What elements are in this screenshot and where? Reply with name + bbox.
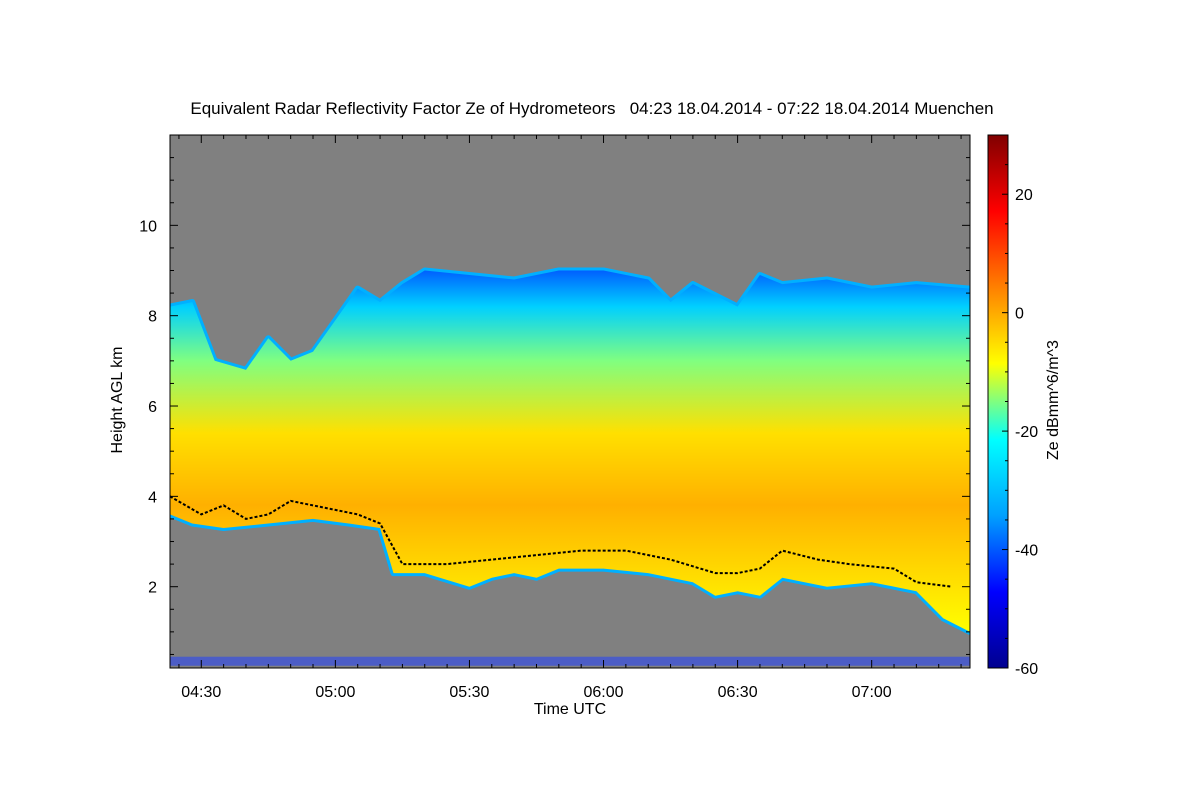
colorbar-tick-label: -20 <box>1015 424 1038 441</box>
melting-layer-line <box>170 495 953 588</box>
y-axis-label: Height AGL km <box>109 346 126 453</box>
x-axis: 04:30 05:00 05:30 06:00 06:30 07:00 <box>178 135 962 701</box>
x-tick-label: 06:30 <box>718 684 758 701</box>
y-tick-label: 10 <box>139 218 157 235</box>
colorbar: 20 0 -20 -40 -60 Ze dBmm^6/m^3 <box>987 134 1062 678</box>
x-tick-label: 06:00 <box>583 684 623 701</box>
melting-layer-marks <box>170 495 953 588</box>
y-axis: 2 4 6 8 10 <box>139 157 970 655</box>
x-tick-label: 04:30 <box>181 684 221 701</box>
y-tick-label: 8 <box>148 309 157 326</box>
y-tick-label: 6 <box>148 399 157 416</box>
colorbar-tick-label: 0 <box>1015 306 1024 323</box>
plot-frame <box>169 134 971 669</box>
ground-clutter <box>170 656 970 666</box>
colorbar-ticks: 20 0 -20 -40 -60 <box>1002 164 1038 678</box>
y-tick-label: 2 <box>148 580 157 597</box>
chart-title: Equivalent Radar Reflectivity Factor Ze … <box>190 99 993 118</box>
y-tick-label: 4 <box>148 489 157 506</box>
colorbar-tick-label: -60 <box>1015 661 1038 678</box>
colorbar-tick-label: -40 <box>1015 543 1038 560</box>
x-tick-label: 05:30 <box>449 684 489 701</box>
plot-area <box>169 134 971 669</box>
colorbar-label: Ze dBmm^6/m^3 <box>1045 340 1062 460</box>
x-axis-label: Time UTC <box>534 701 606 718</box>
cloud-body <box>170 267 970 635</box>
colorbar-tick-label: 20 <box>1015 187 1033 204</box>
x-tick-label: 07:00 <box>852 684 892 701</box>
x-tick-label: 05:00 <box>315 684 355 701</box>
reflectivity-field <box>170 267 970 666</box>
